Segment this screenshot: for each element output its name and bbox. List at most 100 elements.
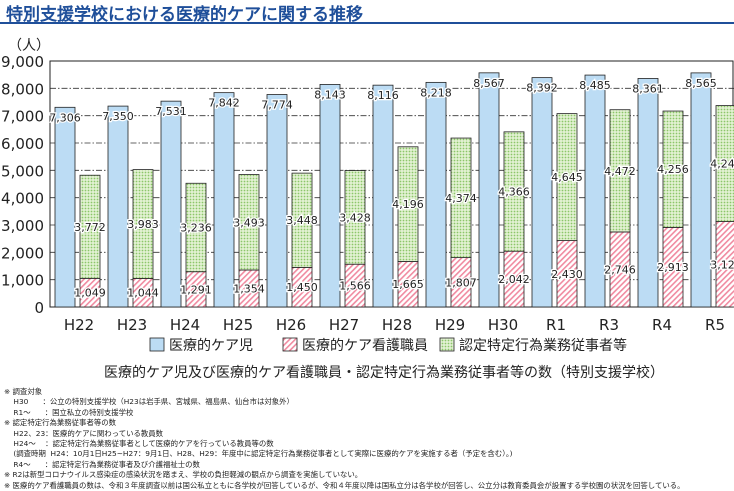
data-label: 3,983 xyxy=(127,218,159,231)
bar-medical-care-children xyxy=(372,84,394,308)
data-label: 1,566 xyxy=(339,280,371,293)
data-label: 1,807 xyxy=(445,276,477,289)
x-tick-label: R5 xyxy=(705,316,725,334)
bar-certified-staff xyxy=(662,110,684,228)
legend-label: 医療的ケア児 xyxy=(169,337,253,354)
bar-certified-staff xyxy=(79,174,101,279)
x-tick-label: H29 xyxy=(435,316,465,334)
y-tick-label: 2,000 xyxy=(1,244,44,262)
y-axis-unit: （人） xyxy=(8,38,50,54)
bar-certified-staff xyxy=(450,137,472,259)
data-label: 1,044 xyxy=(127,287,159,300)
data-label: 4,645 xyxy=(551,171,583,184)
data-label: 8,392 xyxy=(526,82,558,95)
data-label: 7,531 xyxy=(155,105,187,118)
data-label: 2,430 xyxy=(551,268,583,281)
bar-medical-care-children xyxy=(160,100,182,308)
bar-medical-care-children xyxy=(319,84,341,308)
bar-certified-staff xyxy=(185,182,207,273)
data-label: 8,116 xyxy=(367,89,399,102)
footnote-line: R1～ ：国立私立の特別支援学校 xyxy=(4,407,134,417)
bar-medical-care-children xyxy=(478,72,500,308)
data-label: 4,243 xyxy=(710,158,734,171)
data-label: 8,143 xyxy=(314,88,346,101)
data-label: 4,256 xyxy=(657,163,689,176)
title-rule xyxy=(0,22,734,24)
data-label: 8,565 xyxy=(685,77,717,90)
chart: （人） 0 1,000 2,000 3,000 4,000 5,000 6,000 7,000 8… xyxy=(1,38,734,381)
bar-certified-staff xyxy=(132,169,154,279)
x-tick-label: H26 xyxy=(276,316,306,334)
footnote-line: ※ R2は新型コロナウイルス感染症の感染状況を踏まえ、学校の負担軽減の観点から調… xyxy=(4,470,363,480)
data-label: 4,374 xyxy=(445,192,477,205)
y-tick-label: 5,000 xyxy=(1,162,44,180)
bar-certified-staff xyxy=(238,174,260,271)
data-label: 1,665 xyxy=(392,278,424,291)
y-tick-label: 8,000 xyxy=(1,80,44,98)
data-label: 3,428 xyxy=(339,211,371,224)
x-tick-label: R3 xyxy=(599,316,619,334)
y-tick-label: 7,000 xyxy=(1,108,44,126)
bar-medical-care-children xyxy=(266,94,288,308)
data-label: 4,196 xyxy=(392,198,424,211)
bar-certified-staff xyxy=(397,146,419,262)
footnote-line: (調査時期 H24：10月1日H25~H27：9月1日、H28、H29：年度中に… xyxy=(4,449,513,459)
y-tick-label: 9,000 xyxy=(1,53,44,71)
x-tick-label: H28 xyxy=(382,316,412,334)
data-label: 7,306 xyxy=(49,111,81,124)
bar-certified-staff xyxy=(609,109,631,233)
data-label: 8,218 xyxy=(420,86,452,99)
data-label: 2,746 xyxy=(604,263,636,276)
data-label: 3,772 xyxy=(74,221,106,234)
bar-medical-care-children xyxy=(54,106,76,308)
data-label: 4,366 xyxy=(498,186,530,199)
data-label: 8,485 xyxy=(579,79,611,92)
y-tick-label: 4,000 xyxy=(1,190,44,208)
chart-title: 医療的ケア児及び医療的ケア看護職員・認定特定行為業務従事者等の数（特別支援学校） xyxy=(104,364,664,381)
bar-certified-staff xyxy=(556,113,578,241)
footnote-line: ※ 調査対象 xyxy=(4,387,43,396)
data-label: 3,236 xyxy=(180,221,212,234)
footnote-line: ※ 医療的ケア看護職員の数は、令和３年度調査以前は国公私立ともに各学校が回答して… xyxy=(4,480,685,490)
data-label: 7,774 xyxy=(261,99,293,112)
legend-swatch xyxy=(282,337,298,352)
x-tick-label: H30 xyxy=(488,316,518,334)
bar-certified-staff xyxy=(503,131,525,252)
y-tick-label: 3,000 xyxy=(1,217,44,235)
legend-label: 認定特定行為業務従事者等 xyxy=(459,337,627,354)
bar-certified-staff xyxy=(715,105,734,222)
bar-medical-care-children xyxy=(213,92,235,308)
bar-medical-care-children xyxy=(107,105,129,308)
y-tick-label: 0 xyxy=(34,299,44,317)
data-label: 7,350 xyxy=(102,110,134,123)
bar-medical-care-children xyxy=(584,74,606,308)
x-tick-label: H27 xyxy=(329,316,359,334)
data-label: 4,472 xyxy=(604,165,636,178)
data-label: 2,913 xyxy=(657,261,689,274)
data-label: 2,042 xyxy=(498,273,530,286)
x-tick-label: H23 xyxy=(117,316,147,334)
data-label: 1,049 xyxy=(74,287,106,300)
bar-medical-care-children xyxy=(690,72,712,308)
data-label: 8,361 xyxy=(632,82,664,95)
x-tick-label: R4 xyxy=(652,316,672,334)
bar-medical-care-children xyxy=(531,77,553,308)
footnote-line: H24～ ：認定特定行為業務従事者として医療的ケアを行っている教員等の数 xyxy=(4,439,274,449)
data-label: 1,291 xyxy=(180,283,212,296)
legend-swatch xyxy=(439,337,455,352)
y-tick-label: 1,000 xyxy=(1,272,44,290)
bar-medical-care-children xyxy=(637,78,659,308)
y-tick-label: 6,000 xyxy=(1,135,44,153)
x-tick-label: H22 xyxy=(64,316,94,334)
footnotes: ※ 調査対象 H30 ：公立の特別支援学校（H23は岩手県、宮城県、福島県、仙台… xyxy=(4,387,685,491)
data-label: 3,448 xyxy=(286,214,318,227)
data-label: 1,354 xyxy=(233,282,265,295)
x-tick-label: R1 xyxy=(546,316,566,334)
legend-label: 医療的ケア看護職員 xyxy=(302,337,428,354)
bar-medical-care-children xyxy=(425,81,447,308)
data-label: 3,126 xyxy=(710,258,734,271)
bar-certified-staff xyxy=(291,172,313,268)
footnote-line: R4～ ：認定特定行為業務従事者及び介護福祉士の数 xyxy=(4,459,200,469)
footnote-line: H30 ：公立の特別支援学校（H23は岩手県、宮城県、福島県、仙台市は対象外） xyxy=(4,397,294,407)
data-label: 8,567 xyxy=(473,77,505,90)
